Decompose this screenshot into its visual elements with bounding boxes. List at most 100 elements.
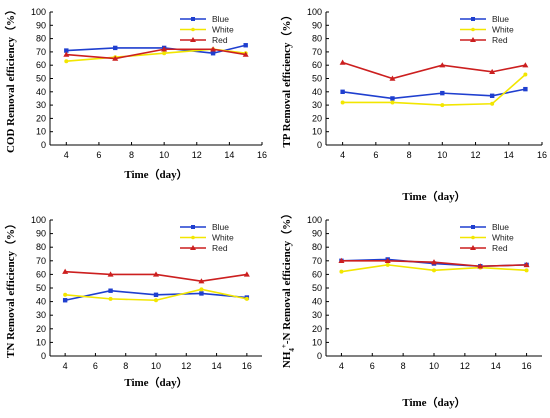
legend-label-white: White <box>212 25 234 35</box>
data-point-red <box>431 259 437 265</box>
x-tick-label: 12 <box>471 150 481 160</box>
y-tick-label: 10 <box>36 337 46 347</box>
y-tick-label: 0 <box>41 140 46 150</box>
y-tick-label: 40 <box>312 297 322 307</box>
x-tick-label: 10 <box>429 361 439 371</box>
chart-panel-3: 0 10 20 30 40 50 60 70 80 90 100 4 6 8 10 12 14 16 Time（da… <box>4 215 262 389</box>
x-axis-title: Time（day） <box>402 190 465 203</box>
data-point-red <box>489 68 496 75</box>
data-point-white <box>440 103 445 108</box>
legend-marker-red <box>470 37 476 42</box>
chart-panel-4: 0 10 20 30 40 50 60 70 80 90 100 4 6 8 10 12 14 16 Time（da… <box>280 208 542 409</box>
y-tick-label: 80 <box>312 242 322 252</box>
x-tick-label: 4 <box>339 361 344 371</box>
legend-marker-white <box>191 27 195 32</box>
x-tick-label: 16 <box>522 361 532 371</box>
x-tick-label: 10 <box>151 361 161 371</box>
y-tick-label: 80 <box>312 34 322 44</box>
y-axis-title: COD Removal efficiency（%） <box>4 4 17 153</box>
y-tick-label: 20 <box>36 324 46 334</box>
x-tick-label: 6 <box>93 361 98 371</box>
y-axis-title: TN Removal efficiency（%） <box>4 218 17 358</box>
y-tick-label: 0 <box>317 140 322 150</box>
y-tick-label: 90 <box>312 20 322 30</box>
data-point-white <box>385 262 390 267</box>
data-point-blue <box>390 96 395 101</box>
data-point-red <box>522 62 529 68</box>
y-tick-label: 70 <box>312 256 322 266</box>
y-tick-label: 0 <box>317 351 322 361</box>
data-point-white <box>490 101 495 106</box>
x-tick-label: 14 <box>504 150 514 160</box>
series-line-red <box>342 61 526 80</box>
x-tick-label: 6 <box>370 361 375 371</box>
data-point-white <box>340 100 345 105</box>
data-point-blue <box>108 288 113 293</box>
y-tick-label: 60 <box>36 269 46 279</box>
data-point-red <box>153 271 159 277</box>
data-point-blue <box>440 90 445 96</box>
y-tick-label: 30 <box>36 310 46 320</box>
y-tick-label: 10 <box>312 337 322 347</box>
y-tick-label: 60 <box>36 60 46 70</box>
data-point-red <box>62 268 69 274</box>
legend-label-blue: Blue <box>492 14 509 24</box>
legend-label-blue: Blue <box>212 222 229 232</box>
legend-label-white: White <box>492 233 514 243</box>
x-axis-title: Time（day） <box>124 168 187 181</box>
x-tick-label: 8 <box>129 150 134 160</box>
data-point-red <box>107 271 114 277</box>
legend-label-red: Red <box>212 243 228 253</box>
data-point-red <box>523 261 530 268</box>
y-tick-label: 40 <box>36 297 46 307</box>
legend-label-red: Red <box>492 243 508 253</box>
legend-marker-red <box>190 245 196 250</box>
chart-panel-2: 0 10 20 30 40 50 60 70 80 90 100 4 6 8 10 12 14 16 Time（da… <box>280 7 547 203</box>
y-tick-label: 20 <box>312 324 322 334</box>
x-tick-label: 16 <box>537 150 547 160</box>
y-tick-label: 100 <box>307 7 322 17</box>
y-tick-label: 100 <box>31 7 46 17</box>
data-point-blue <box>153 292 159 297</box>
legend-marker-white <box>471 235 475 240</box>
y-tick-label: 90 <box>312 229 322 239</box>
data-point-white <box>199 287 204 292</box>
legend-marker-blue <box>471 17 475 21</box>
data-point-blue <box>199 291 204 296</box>
y-tick-label: 30 <box>312 100 322 110</box>
x-tick-label: 12 <box>181 361 191 371</box>
y-tick-label: 50 <box>36 74 46 84</box>
legend-label-red: Red <box>492 35 508 45</box>
legend-label-white: White <box>492 25 514 35</box>
x-tick-label: 4 <box>63 361 68 371</box>
y-tick-label: 40 <box>36 87 46 97</box>
data-point-blue <box>489 93 495 98</box>
x-tick-label: 6 <box>96 150 101 160</box>
x-tick-label: 10 <box>437 150 447 160</box>
legend-marker-blue <box>471 225 475 229</box>
y-tick-label: 100 <box>307 215 322 225</box>
data-point-blue <box>113 45 118 51</box>
data-point-white <box>432 268 436 273</box>
data-point-white <box>524 268 529 273</box>
data-point-white <box>162 51 167 56</box>
data-point-white <box>244 296 249 301</box>
x-tick-label: 16 <box>257 150 267 160</box>
data-point-white <box>108 296 113 301</box>
data-point-blue <box>243 43 248 48</box>
data-point-red <box>210 46 217 52</box>
chart-panel-1: 0 10 20 30 40 50 60 70 80 90 100 4 6 8 10 12 14 16 Time（da… <box>4 4 267 181</box>
data-point-blue <box>64 48 69 53</box>
x-tick-label: 12 <box>460 361 470 371</box>
legend-marker-blue <box>191 225 195 229</box>
y-tick-label: 50 <box>312 74 322 84</box>
data-point-white <box>339 269 344 274</box>
data-point-red <box>161 46 168 52</box>
data-point-blue <box>210 51 216 56</box>
x-tick-label: 10 <box>159 150 169 160</box>
y-tick-label: 90 <box>36 229 46 239</box>
data-point-red <box>243 271 250 277</box>
x-tick-label: 4 <box>340 150 345 160</box>
data-point-blue <box>523 86 528 92</box>
data-point-red <box>384 257 391 263</box>
